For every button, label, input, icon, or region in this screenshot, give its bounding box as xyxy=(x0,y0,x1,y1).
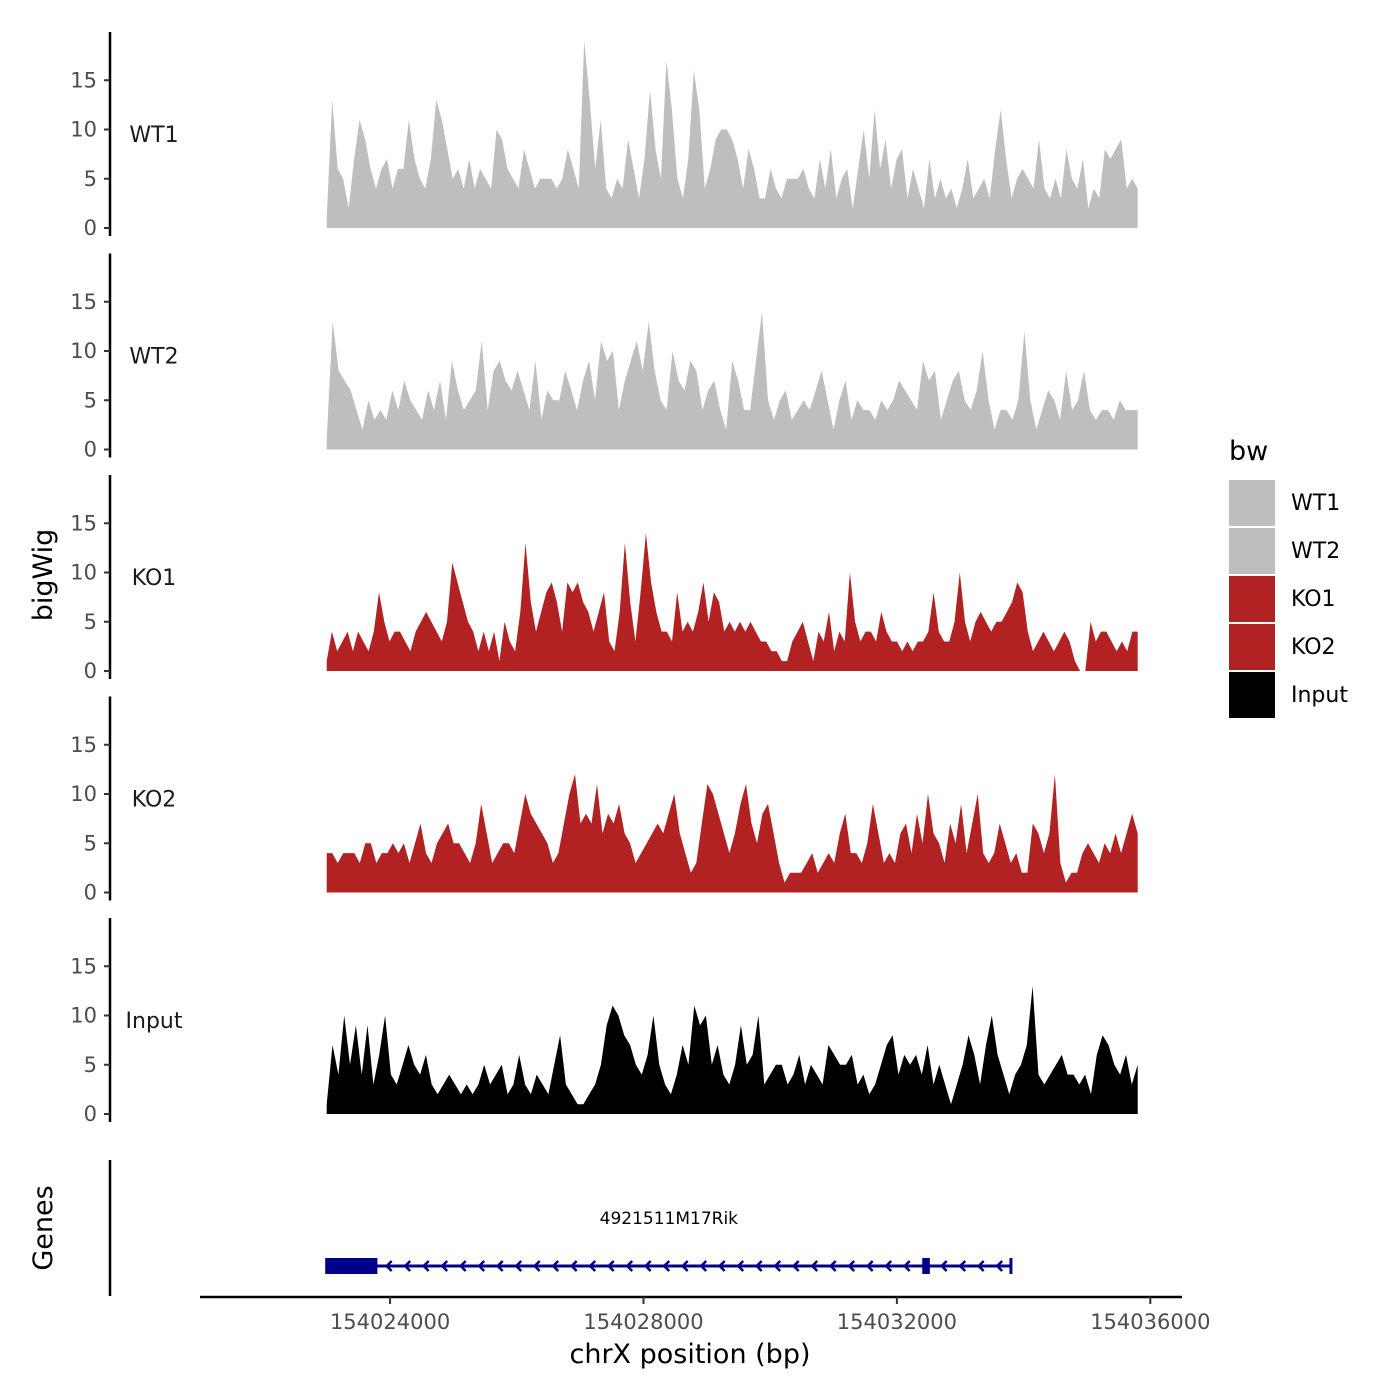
strand-arrow xyxy=(717,1260,726,1272)
legend-label-ko1: KO1 xyxy=(1291,587,1336,612)
strand-arrow xyxy=(403,1260,412,1272)
x-axis: 154024000 154028000 154032000 154036000 xyxy=(200,1295,1210,1334)
legend-key-wt2 xyxy=(1229,528,1275,574)
gene-model xyxy=(325,1258,1013,1274)
legend-label-wt1: WT1 xyxy=(1291,491,1340,516)
y-tick-label: 10 xyxy=(70,118,97,142)
y-tick-label: 0 xyxy=(84,659,97,683)
track-ko2: 0 5 10 15 KO2 xyxy=(70,696,1138,905)
legend-label-ko2: KO2 xyxy=(1291,635,1336,660)
legend-label-wt2: WT2 xyxy=(1291,539,1340,564)
strand-arrow xyxy=(643,1260,652,1272)
x-tick-label: 154036000 xyxy=(1090,1310,1210,1334)
track-area xyxy=(326,774,1138,893)
legend: bw WT1 WT2 KO1 KO2 Input xyxy=(1229,436,1348,718)
strand-arrow xyxy=(958,1260,967,1272)
y-tick-label: 5 xyxy=(84,388,97,412)
strand-arrow xyxy=(440,1260,449,1272)
y-tick-label: 0 xyxy=(84,1102,97,1126)
strand-arrow xyxy=(532,1260,541,1272)
strand-arrow xyxy=(884,1260,893,1272)
strand-arrow xyxy=(754,1260,763,1272)
x-axis-title: chrX position (bp) xyxy=(569,1339,810,1370)
y-tick-label: 5 xyxy=(84,610,97,634)
strand-arrow xyxy=(662,1260,671,1272)
strand-arrow xyxy=(995,1260,1004,1272)
track-wt2: 0 5 10 15 WT2 xyxy=(70,253,1138,462)
legend-key-ko1 xyxy=(1229,576,1275,622)
strand-arrow xyxy=(828,1260,837,1272)
track-ko1: 0 5 10 15 KO1 xyxy=(70,475,1138,683)
y-tick-label: 15 xyxy=(70,954,97,978)
strand-arrow xyxy=(736,1260,745,1272)
y-tick-label: 10 xyxy=(70,1004,97,1028)
legend-key-input xyxy=(1229,672,1275,718)
strand-arrow xyxy=(551,1260,560,1272)
strand-arrow xyxy=(588,1260,597,1272)
track-label: WT1 xyxy=(129,123,178,148)
legend-key-wt1 xyxy=(1229,480,1275,526)
track-area xyxy=(326,986,1138,1114)
strand-arrow xyxy=(569,1260,578,1272)
track-label: KO2 xyxy=(132,788,177,813)
strand-arrow xyxy=(606,1260,615,1272)
y-tick-label: 5 xyxy=(84,167,97,191)
gene-name-label: 4921511M17Rik xyxy=(600,1209,739,1229)
strand-arrow xyxy=(976,1260,985,1272)
track-area xyxy=(326,311,1138,450)
track-label: Input xyxy=(126,1009,183,1034)
y-tick-label: 10 xyxy=(70,782,97,806)
track-label: KO1 xyxy=(132,566,177,591)
y-tick-label: 0 xyxy=(84,216,97,240)
tracks-layer: 0 5 10 15 WT1 0 5 10 15 WT2 0 5 10 15 KO1 0 5 10 15 KO2 0 5 10… xyxy=(70,32,1138,1126)
y-tick-label: 10 xyxy=(70,561,97,585)
y-tick-label: 15 xyxy=(70,68,97,92)
y-tick-label: 15 xyxy=(70,511,97,535)
strand-arrow xyxy=(773,1260,782,1272)
gene-exon xyxy=(326,1258,378,1274)
y-tick-label: 0 xyxy=(84,438,97,462)
legend-title: bw xyxy=(1229,436,1268,467)
strand-arrow xyxy=(791,1260,800,1272)
strand-arrow xyxy=(458,1260,467,1272)
strand-arrow xyxy=(810,1260,819,1272)
strand-arrow xyxy=(421,1260,430,1272)
strand-arrow xyxy=(495,1260,504,1272)
y-tick-label: 5 xyxy=(84,831,97,855)
strand-arrow xyxy=(699,1260,708,1272)
x-tick-label: 154032000 xyxy=(837,1310,957,1334)
y-tick-label: 5 xyxy=(84,1053,97,1077)
strand-arrow xyxy=(384,1260,393,1272)
gene-exon xyxy=(922,1258,930,1274)
strand-arrow xyxy=(514,1260,523,1272)
strand-arrow xyxy=(847,1260,856,1272)
strand-arrow xyxy=(902,1260,911,1272)
x-tick-label: 154024000 xyxy=(330,1310,450,1334)
strand-arrow xyxy=(865,1260,874,1272)
legend-key-ko2 xyxy=(1229,624,1275,670)
strand-arrow xyxy=(477,1260,486,1272)
y-tick-label: 0 xyxy=(84,881,97,905)
strand-arrow xyxy=(625,1260,634,1272)
track-area xyxy=(326,533,1138,671)
strand-arrow xyxy=(680,1260,689,1272)
genes-label: Genes xyxy=(28,1185,59,1270)
genes-panel: Genes 4921511M17Rik xyxy=(28,1160,1013,1296)
y-tick-label: 10 xyxy=(70,339,97,363)
legend-label-input: Input xyxy=(1291,683,1348,708)
track-wt1: 0 5 10 15 WT1 xyxy=(70,32,1138,240)
y-tick-label: 15 xyxy=(70,733,97,757)
y-axis-title: bigWig xyxy=(28,529,59,622)
track-label: WT2 xyxy=(129,345,178,370)
y-tick-label: 15 xyxy=(70,290,97,314)
track-input: 0 5 10 15 Input xyxy=(70,918,1138,1126)
track-area xyxy=(326,40,1138,228)
strand-arrow xyxy=(939,1260,948,1272)
x-tick-label: 154028000 xyxy=(583,1310,703,1334)
